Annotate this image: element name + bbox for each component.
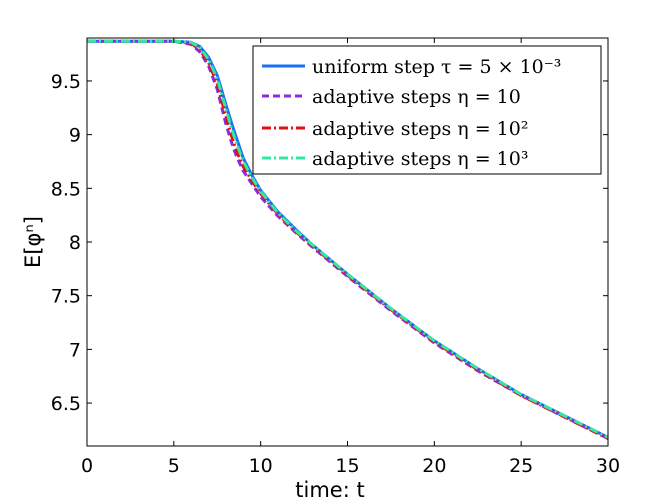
x-tick-label: 5 xyxy=(168,455,180,477)
series-line-1 xyxy=(87,39,609,440)
y-tick-label: 9 xyxy=(69,125,81,147)
legend-box xyxy=(252,45,602,175)
y-tick-label: 6.5 xyxy=(51,393,81,415)
series-line-3 xyxy=(87,39,609,439)
legend-label-eta10: adaptive steps η = 10 xyxy=(312,86,521,108)
y-tick-label: 8.5 xyxy=(51,178,81,200)
y-axis-label: E[φⁿ] xyxy=(21,216,45,268)
legend-label-eta100: adaptive steps η = 10² xyxy=(312,118,528,140)
x-tick-label: 30 xyxy=(596,455,620,477)
y-tick-label: 7 xyxy=(69,339,81,361)
legend-label-uniform: uniform step τ = 5 × 10⁻³ xyxy=(312,56,561,78)
x-axis-label: time: t xyxy=(295,478,364,502)
legend: uniform step τ = 5 × 10⁻³ adaptive steps… xyxy=(252,45,602,175)
legend-label-eta1000: adaptive steps η = 10³ xyxy=(312,148,528,170)
x-tick-label: 10 xyxy=(249,455,273,477)
axis-ticks: 0 5 10 15 20 25 30 6.5 7 7.5 8 8.5 9 9.5 xyxy=(51,38,620,477)
x-tick-label: 25 xyxy=(509,455,533,477)
y-tick-label: 8 xyxy=(69,232,81,254)
y-tick-label: 9.5 xyxy=(51,71,81,93)
x-tick-label: 20 xyxy=(422,455,446,477)
x-tick-label: 15 xyxy=(335,455,359,477)
y-tick-label: 7.5 xyxy=(51,286,81,308)
series-lines xyxy=(87,39,609,440)
x-tick-label: 0 xyxy=(81,455,93,477)
